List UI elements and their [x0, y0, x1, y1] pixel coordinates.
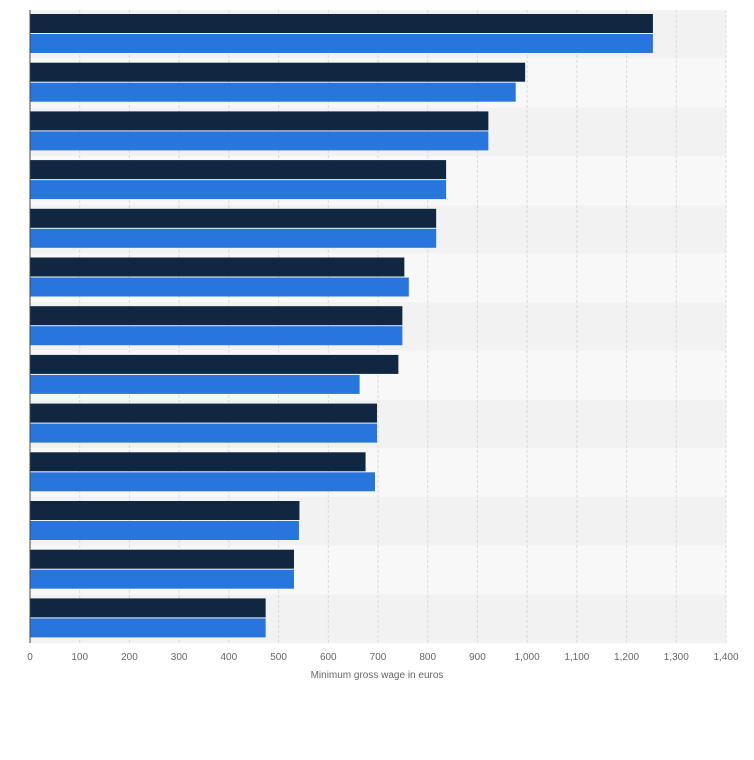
x-tick-label: 1,200 [614, 652, 639, 663]
bar[interactable] [30, 306, 403, 326]
bar[interactable] [30, 82, 516, 102]
x-tick-label: 600 [320, 652, 337, 663]
bars [30, 14, 653, 638]
bar[interactable] [30, 472, 376, 492]
bar[interactable] [30, 403, 378, 423]
bar[interactable] [30, 354, 399, 374]
bar[interactable] [30, 62, 526, 82]
x-tick-label: 1,000 [515, 652, 540, 663]
x-tick-label: 400 [221, 652, 238, 663]
bar[interactable] [30, 160, 447, 180]
x-tick-label: 1,100 [564, 652, 589, 663]
bar[interactable] [30, 228, 437, 248]
bar[interactable] [30, 549, 294, 569]
bar[interactable] [30, 257, 405, 277]
x-tick-label: 900 [469, 652, 486, 663]
x-tick-label: 500 [270, 652, 287, 663]
bar[interactable] [30, 521, 299, 540]
bar[interactable] [30, 326, 403, 346]
bar[interactable] [30, 277, 409, 297]
bar[interactable] [30, 34, 653, 53]
bar[interactable] [30, 618, 266, 638]
x-tick-label: 1,400 [713, 652, 738, 663]
bar[interactable] [30, 423, 378, 443]
bar[interactable] [30, 180, 447, 200]
x-tick-label: 200 [121, 652, 138, 663]
x-tick-label: 100 [71, 652, 88, 663]
bar[interactable] [30, 208, 437, 228]
x-axis-title: Minimum gross wage in euros [311, 670, 444, 681]
bar[interactable] [30, 111, 489, 131]
x-tick-label: 300 [171, 652, 188, 663]
bar[interactable] [30, 598, 266, 618]
bar[interactable] [30, 131, 489, 151]
x-axis-ticks: 0 100 200 300 400 500 600 700 800 900 1,000 1,100 1,… [27, 652, 739, 663]
bar[interactable] [30, 501, 300, 520]
x-tick-label: 800 [419, 652, 436, 663]
x-tick-label: 0 [27, 652, 33, 663]
bar[interactable] [30, 14, 653, 33]
bar[interactable] [30, 374, 360, 394]
bar[interactable] [30, 569, 294, 589]
bar[interactable] [30, 452, 366, 472]
x-tick-label: 1,300 [664, 652, 689, 663]
x-tick-label: 700 [370, 652, 387, 663]
